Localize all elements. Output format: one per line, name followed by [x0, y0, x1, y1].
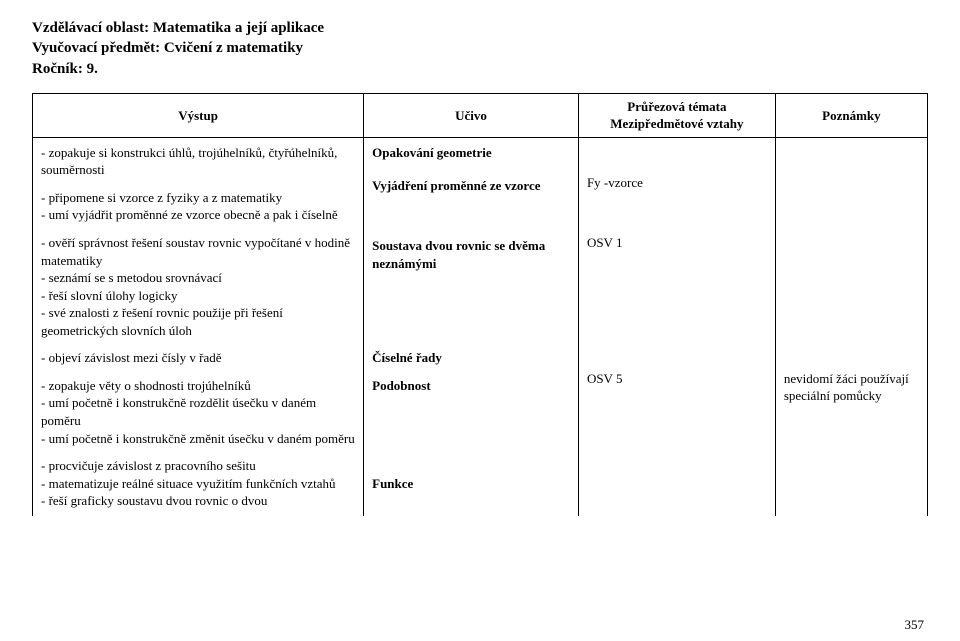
document-header: Vzdělávací oblast: Matematika a její apl… — [32, 18, 928, 79]
poznamky-block — [784, 144, 919, 158]
poznamky-block: nevidomí žáci používají speciální pomůck… — [784, 370, 919, 458]
poznamky-block — [784, 234, 919, 336]
prurezova-block — [587, 144, 767, 158]
curriculum-table: Výstup Učivo Průřezová témata Mezipředmě… — [32, 93, 928, 516]
prurezova-block: Fy -vzorce — [587, 174, 767, 224]
col-header-prurezova-l2: Mezipředmětové vztahy — [610, 116, 743, 131]
page-number: 357 — [905, 617, 925, 633]
poznamky-block — [784, 346, 919, 360]
vystup-block: - objeví závislost mezi čísly v řadě — [41, 349, 355, 367]
header-line-2: Vyučovací předmět: Cvičení z matematiky — [32, 38, 928, 58]
ucivo-block: Opakování geometrie — [372, 144, 570, 162]
vystup-block: - zopakuje věty o shodnosti trojúhelníků… — [41, 377, 355, 447]
ucivo-block: Podobnost — [372, 377, 570, 465]
ucivo-block: Soustava dvou rovnic se dvěma neznámými — [372, 237, 570, 339]
col-header-prurezova-l1: Průřezová témata — [627, 99, 726, 114]
poznamky-block — [784, 174, 919, 224]
prurezova-block: OSV 1 — [587, 234, 767, 336]
col-header-prurezova: Průřezová témata Mezipředmětové vztahy — [578, 93, 775, 137]
ucivo-block: Číselné řady — [372, 349, 570, 367]
vystup-block: - procvičuje závislost z pracovního seši… — [41, 457, 355, 510]
cell-ucivo: Opakování geometrie Vyjádření proměnné z… — [364, 137, 579, 515]
header-line-3: Ročník: 9. — [32, 59, 928, 79]
col-header-poznamky: Poznámky — [775, 93, 927, 137]
cell-poznamky: nevidomí žáci používají speciální pomůck… — [775, 137, 927, 515]
cell-vystup: - zopakuje si konstrukci úhlů, trojúheln… — [33, 137, 364, 515]
vystup-block: - připomene si vzorce z fyziky a z matem… — [41, 189, 355, 224]
ucivo-block: Vyjádření proměnné ze vzorce — [372, 177, 570, 227]
col-header-ucivo: Učivo — [364, 93, 579, 137]
vystup-block: - zopakuje si konstrukci úhlů, trojúheln… — [41, 144, 355, 179]
prurezova-block — [587, 346, 767, 360]
table-header-row: Výstup Učivo Průřezová témata Mezipředmě… — [33, 93, 928, 137]
col-header-vystup: Výstup — [33, 93, 364, 137]
vystup-block: - ověří správnost řešení soustav rovnic … — [41, 234, 355, 339]
cell-prurezova: Fy -vzorce OSV 1 OSV 5 — [578, 137, 775, 515]
ucivo-block: Funkce — [372, 475, 570, 493]
table-body-row: - zopakuje si konstrukci úhlů, trojúheln… — [33, 137, 928, 515]
header-line-1: Vzdělávací oblast: Matematika a její apl… — [32, 18, 928, 38]
prurezova-block: OSV 5 — [587, 370, 767, 458]
